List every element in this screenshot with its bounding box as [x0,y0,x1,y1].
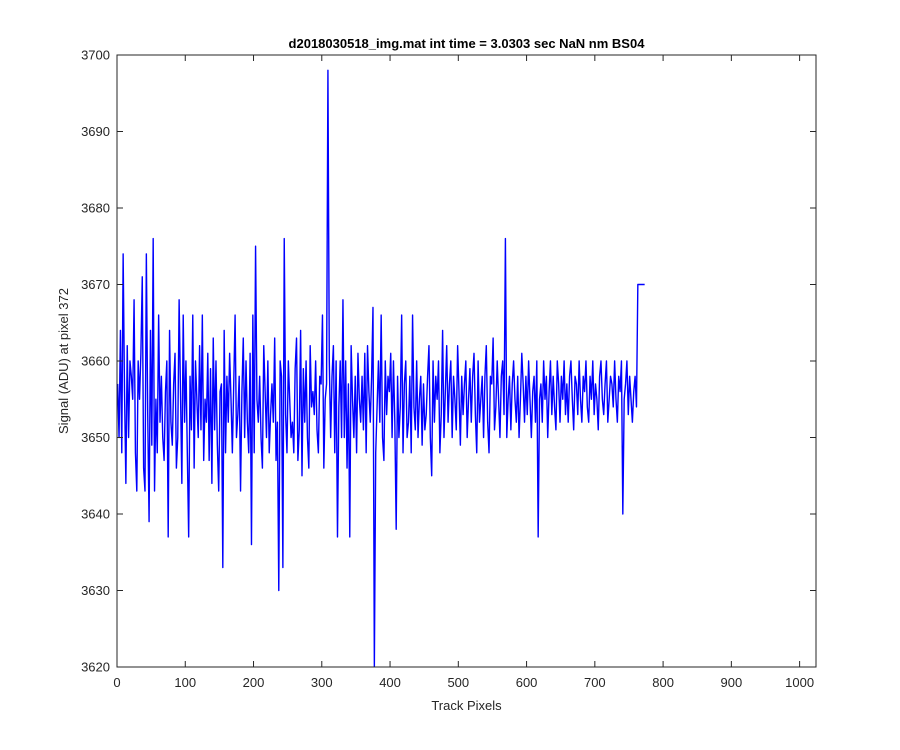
chart-title: d2018030518_img.mat int time = 3.0303 se… [289,36,646,51]
x-axis-label: Track Pixels [431,698,502,713]
x-tick-label: 300 [311,675,333,690]
y-tick-label: 3660 [81,354,110,369]
x-tick-label: 500 [447,675,469,690]
x-tick-label: 1000 [785,675,814,690]
x-tick-label: 200 [243,675,265,690]
y-tick-label: 3700 [81,48,110,63]
y-tick-label: 3680 [81,201,110,216]
x-tick-label: 100 [174,675,196,690]
x-tick-label: 800 [652,675,674,690]
y-axis-label: Signal (ADU) at pixel 372 [56,288,71,434]
y-tick-label: 3690 [81,124,110,139]
x-tick-label: 600 [516,675,538,690]
y-axis: 3620 3630 3640 3650 3660 3670 3680 3690 3700 [81,48,816,675]
y-tick-label: 3620 [81,660,110,675]
y-tick-label: 3650 [81,430,110,445]
y-tick-label: 3670 [81,277,110,292]
x-tick-label: 900 [721,675,743,690]
x-tick-label: 400 [379,675,401,690]
series-line-0 [117,69,645,667]
x-tick-label: 0 [113,675,120,690]
series-layer [117,69,645,667]
y-tick-label: 3640 [81,507,110,522]
x-axis: 0 100 200 300 400 500 600 700 800 900 1000 [113,55,814,690]
x-tick-label: 700 [584,675,606,690]
y-tick-label: 3630 [81,583,110,598]
